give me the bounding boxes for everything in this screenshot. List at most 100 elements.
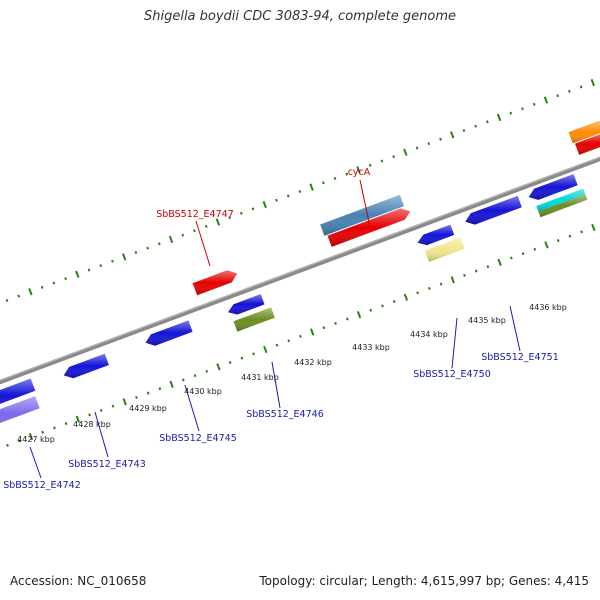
upper-tick	[532, 102, 536, 106]
upper-tick	[239, 211, 243, 215]
leader-e4751	[509, 305, 521, 352]
upper-tick	[52, 281, 56, 285]
gene-arrow-e4742-shade	[0, 378, 36, 404]
gene-arrow-orange-shade	[568, 121, 600, 144]
lower-tick	[439, 282, 443, 286]
gene-arrow-e4751b-shade	[528, 174, 578, 200]
upper-tick	[439, 137, 442, 141]
lower-tick	[275, 343, 279, 347]
lower-tick	[544, 241, 549, 249]
upper-tick	[64, 277, 67, 281]
genome-backbone	[0, 156, 600, 385]
upper-tick	[17, 294, 21, 298]
upper-tick	[590, 78, 595, 87]
upper-tick	[193, 229, 196, 233]
upper-tick	[157, 242, 161, 246]
upper-tick	[286, 194, 290, 198]
lower-tick	[521, 252, 525, 256]
gene-arrow-e4750b-shade	[424, 237, 465, 262]
lower-tick	[75, 415, 81, 423]
lower-tick	[53, 426, 56, 430]
upper-tick	[579, 85, 583, 89]
tick-marks	[5, 78, 596, 447]
leader-e4743	[94, 411, 109, 458]
upper-tick	[168, 235, 174, 244]
upper-tick	[251, 207, 255, 211]
gene-arrow-e4751-shade	[465, 195, 522, 225]
leader-e4742	[29, 446, 42, 479]
upper-tick	[275, 198, 278, 202]
topology-text: Topology: circular; Length: 4,615,997 bp…	[259, 574, 589, 588]
lower-tick	[345, 317, 349, 321]
upper-tick	[228, 216, 231, 220]
scale-label: 4430 kbp	[184, 387, 222, 396]
upper-tick	[345, 172, 349, 176]
upper-tick	[509, 111, 513, 115]
lower-tick	[41, 430, 45, 434]
map-title: Shigella boydii CDC 3083-94, complete ge…	[143, 9, 457, 24]
upper-tick	[298, 189, 302, 194]
upper-tick	[111, 259, 114, 263]
scale-label: 4433 kbp	[352, 343, 390, 352]
lower-tick	[356, 310, 362, 319]
leader-e4745	[184, 384, 200, 432]
scale-label: 4431 kbp	[241, 373, 279, 382]
label-sbbs512-e4750: SbBS512_E4750	[413, 369, 491, 380]
gene-arrow-steel-shade	[320, 194, 404, 236]
lower-tick	[64, 422, 68, 426]
lower-tick	[6, 443, 9, 447]
upper-tick	[75, 270, 80, 278]
scale-label: 4436 kbp	[529, 303, 567, 312]
scale-label: 4434 kbp	[410, 330, 448, 339]
lower-tick	[381, 304, 384, 308]
lower-tick	[228, 361, 232, 365]
lower-tick	[193, 374, 197, 378]
lower-tick	[463, 273, 466, 277]
lower-tick	[486, 265, 490, 269]
gene-arrow-cyca-shade	[327, 208, 411, 247]
upper-tick	[181, 233, 185, 237]
gene-features	[0, 121, 600, 424]
upper-tick	[568, 89, 571, 93]
lower-tick	[591, 223, 596, 232]
lower-tick	[216, 363, 221, 371]
upper-tick	[333, 176, 337, 180]
lower-tick	[509, 256, 513, 260]
lower-tick	[334, 321, 337, 325]
upper-tick	[368, 163, 372, 167]
gene-arrow-red-right-shade	[575, 134, 600, 155]
upper-tick	[462, 128, 466, 133]
lower-tick	[169, 380, 174, 388]
lower-tick	[427, 286, 431, 291]
upper-tick	[450, 131, 455, 139]
lower-tick	[310, 328, 315, 336]
lower-tick	[322, 326, 326, 330]
accession-text: Accession: NC_010658	[10, 574, 147, 588]
upper-tick	[427, 142, 431, 146]
lower-tick	[146, 391, 150, 395]
lower-tick	[556, 239, 560, 243]
upper-tick	[356, 166, 361, 174]
label-sbbs512-e4742: SbBS512_E4742	[3, 480, 81, 491]
lower-tick	[17, 439, 21, 443]
lower-tick	[240, 356, 244, 360]
leader-e4750	[451, 317, 458, 369]
label-sbbs512-e4746: SbBS512_E4746	[246, 409, 324, 420]
upper-tick	[521, 107, 524, 111]
scale-label: 4428 kbp	[73, 420, 111, 429]
gene-arrow-e4745-shade	[145, 320, 193, 346]
lower-tick	[403, 293, 409, 301]
upper-tick	[40, 285, 44, 289]
gene-arrow-purple-shade	[0, 396, 40, 424]
upper-tick	[380, 159, 384, 163]
label-sbbs512-e4745: SbBS512_E4745	[159, 433, 237, 444]
lower-tick	[205, 369, 209, 373]
lower-tick	[252, 352, 255, 356]
lower-tick	[181, 378, 185, 382]
scale-label: 4427 kbp	[17, 435, 55, 444]
upper-tick	[403, 148, 408, 156]
lower-tick	[392, 300, 396, 304]
upper-tick	[262, 200, 267, 209]
gene-arrow-e4746a-shade	[228, 294, 265, 315]
lower-tick	[135, 395, 138, 399]
